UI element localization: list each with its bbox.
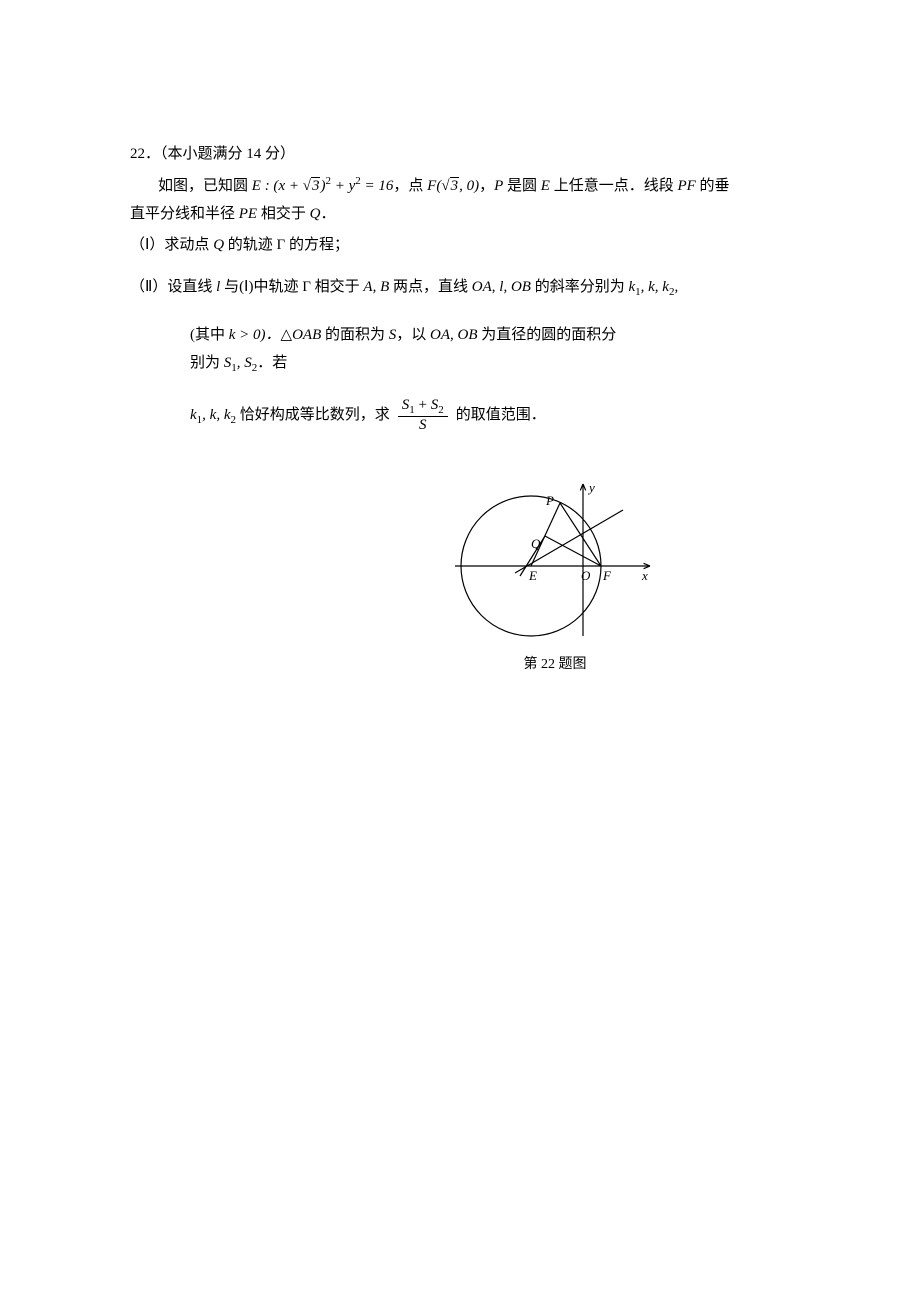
comma: ,	[503, 279, 511, 295]
gamma: Γ	[277, 237, 286, 253]
k: k	[648, 279, 655, 295]
problem-header: 22．（本小题满分 14 分）	[130, 140, 790, 169]
problem-body: 如图，已知圆 E : (x + 3)2 + y2 = 16，点 F(3, 0)，…	[130, 171, 790, 434]
comma: ,	[674, 279, 678, 295]
text: 相交于	[257, 206, 310, 222]
triangle: △	[281, 327, 293, 343]
text: 的轨迹	[224, 237, 277, 253]
text: 如图，已知圆	[158, 178, 252, 194]
line-ob: OB	[511, 279, 531, 295]
figure-caption: 第 22 题图	[455, 652, 655, 679]
part-2-line-3: k1, k, k2 恰好构成等比数列，求 S1 + S2 S 的取值范围．	[190, 397, 628, 434]
comma: ,	[641, 279, 649, 295]
k2: k	[224, 407, 231, 423]
problem-line-2: 直平分线和半径 PE 相交于 Q．	[130, 200, 790, 229]
s2: S	[244, 355, 252, 371]
fraction: S1 + S2 S	[398, 397, 448, 434]
text: ．若	[257, 355, 287, 371]
gamma: Γ	[302, 279, 311, 295]
text: 相交于	[311, 279, 364, 295]
text: 的取值范围．	[456, 401, 546, 430]
oa: OA	[430, 327, 450, 343]
point-q: Q	[213, 237, 224, 253]
segment-pf: PF	[677, 178, 695, 194]
sqrt-3: 3	[450, 177, 460, 194]
text: 两点，直线	[389, 279, 472, 295]
eq-16: = 16	[361, 178, 394, 194]
comma: ,	[202, 407, 210, 423]
text: ，点	[393, 178, 427, 194]
plus: +	[285, 178, 303, 194]
sqrt-3: 3	[311, 177, 321, 194]
problem-line-1: 如图，已知圆 E : (x + 3)2 + y2 = 16，点 F(3, 0)，…	[158, 171, 790, 201]
text: 的方程；	[285, 237, 349, 253]
figure-container: P Q E OFx y 第 22 题图	[455, 476, 655, 679]
segment-pe: PE	[239, 206, 257, 222]
frac-prefix: k1, k, k2 恰好构成等比数列，求	[190, 401, 390, 431]
part-2-line-1: （Ⅱ）设直线 l 与(Ⅰ)中轨迹 Γ 相交于 A, B 两点，直线 OA, l,…	[130, 273, 790, 303]
sub-2: 2	[438, 404, 444, 416]
svg-text:x: x	[641, 568, 648, 583]
rest: , 0)	[459, 178, 479, 194]
comma: ,	[450, 327, 458, 343]
part-2-line-2: (其中 k > 0)．△OAB 的面积为 S，以 OA, OB 为直径的圆的面积…	[190, 321, 628, 379]
frac-denominator: S	[415, 417, 431, 434]
ob: OB	[458, 327, 478, 343]
circle-e-label: E	[252, 178, 261, 194]
s: S	[419, 417, 427, 433]
point-q: Q	[310, 206, 321, 222]
text: ，	[479, 178, 494, 194]
point-f: F	[427, 178, 436, 194]
circle-e: E	[541, 178, 550, 194]
text: 的面积为	[321, 327, 389, 343]
points-ab: A, B	[363, 279, 389, 295]
figure-diagram: P Q E OFx y	[455, 476, 655, 646]
text: 直平分线和半径	[130, 206, 239, 222]
svg-text:y: y	[587, 480, 595, 495]
sqrt: 3	[441, 172, 459, 201]
svg-text:F: F	[602, 568, 612, 583]
point-p: P	[494, 178, 503, 194]
problem-header-suffix: ．（本小题满分 14 分）	[145, 146, 295, 162]
k1: k	[190, 407, 197, 423]
left-text-block: (其中 k > 0)．△OAB 的面积为 S，以 OA, OB 为直径的圆的面积…	[158, 321, 628, 434]
svg-text:Q: Q	[531, 536, 541, 551]
text: ，以	[396, 327, 430, 343]
part2-label: （Ⅱ）设直线	[130, 279, 216, 295]
text: 与(Ⅰ)中轨迹	[220, 279, 302, 295]
part1-label: （Ⅰ）求动点	[130, 237, 213, 253]
line-oa: OA	[472, 279, 492, 295]
problem-number: 22	[130, 146, 145, 162]
text: 恰好构成等比数列，求	[236, 407, 390, 423]
svg-text:O: O	[581, 568, 591, 583]
plus: +	[415, 397, 431, 413]
gt0: > 0)．	[235, 327, 280, 343]
text: 的斜率分别为	[531, 279, 629, 295]
svg-text:P: P	[545, 493, 554, 508]
text: (其中	[190, 327, 229, 343]
eq-open: : (	[261, 178, 279, 194]
sqrt: 3	[303, 172, 321, 201]
frac-numerator: S1 + S2	[398, 397, 448, 417]
svg-text:E: E	[528, 568, 537, 583]
k2: k	[662, 279, 669, 295]
period: ．	[320, 206, 335, 222]
text: 是圆	[503, 178, 541, 194]
comma: ,	[216, 407, 224, 423]
problem-container: 22．（本小题满分 14 分） 如图，已知圆 E : (x + 3)2 + y2…	[130, 140, 790, 434]
text: 上任意一点．线段	[550, 178, 678, 194]
oab: OAB	[292, 327, 321, 343]
part-1: （Ⅰ）求动点 Q 的轨迹 Γ 的方程；	[130, 231, 790, 260]
plus: +	[331, 178, 349, 194]
text: 的垂	[696, 178, 730, 194]
